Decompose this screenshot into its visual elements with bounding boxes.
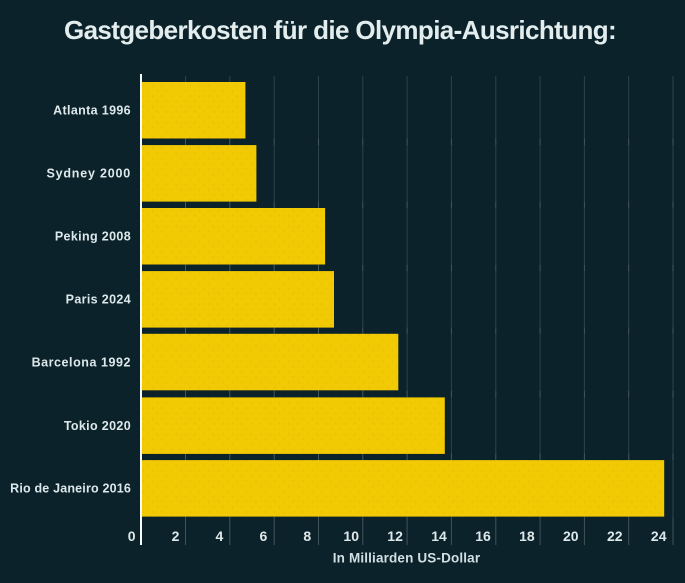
svg-text:4: 4 xyxy=(216,528,224,544)
svg-text:Rio de Janeiro 2016: Rio de Janeiro 2016 xyxy=(10,482,131,496)
svg-text:Barcelona 1992: Barcelona 1992 xyxy=(32,355,131,369)
svg-text:8: 8 xyxy=(303,528,311,544)
svg-text:14: 14 xyxy=(431,528,447,544)
svg-text:0: 0 xyxy=(128,528,136,544)
svg-text:Tokio 2020: Tokio 2020 xyxy=(64,419,131,433)
svg-text:6: 6 xyxy=(260,528,268,544)
svg-text:24: 24 xyxy=(651,528,667,544)
svg-text:22: 22 xyxy=(607,528,623,544)
svg-text:18: 18 xyxy=(519,528,535,544)
svg-text:12: 12 xyxy=(387,528,403,544)
svg-text:16: 16 xyxy=(475,528,491,544)
svg-text:Atlanta 1996: Atlanta 1996 xyxy=(53,104,131,118)
svg-text:2: 2 xyxy=(172,528,180,544)
svg-text:Sydney 2000: Sydney 2000 xyxy=(46,167,131,181)
svg-text:In Milliarden US-Dollar: In Milliarden US-Dollar xyxy=(333,551,481,566)
svg-text:Gastgeberkosten für die Olympi: Gastgeberkosten für die Olympia-Ausricht… xyxy=(64,15,616,45)
svg-text:10: 10 xyxy=(343,528,359,544)
svg-text:20: 20 xyxy=(563,528,579,544)
svg-text:Peking 2008: Peking 2008 xyxy=(55,230,131,244)
svg-text:Paris 2024: Paris 2024 xyxy=(66,293,131,307)
